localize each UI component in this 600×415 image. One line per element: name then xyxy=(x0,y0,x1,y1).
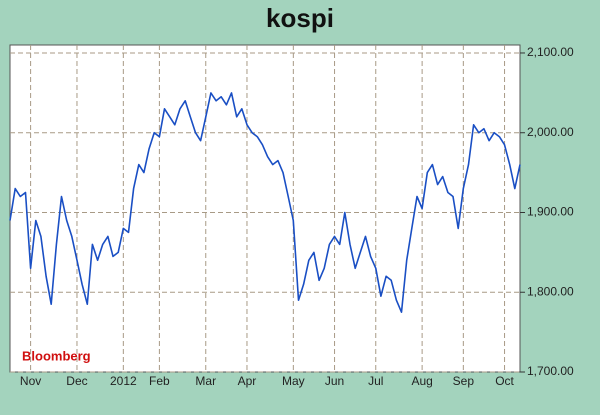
y-tick-label: 2,100.00 xyxy=(527,45,574,59)
source-annotation: Bloomberg xyxy=(22,348,91,363)
x-tick-label: May xyxy=(282,374,305,388)
chart-title: kospi xyxy=(266,3,334,33)
y-tick-label: 1,800.00 xyxy=(527,284,574,298)
x-tick-label: Apr xyxy=(238,374,257,388)
y-tick-label: 2,000.00 xyxy=(527,125,574,139)
x-tick-label: Mar xyxy=(195,374,216,388)
line-series xyxy=(9,92,521,313)
x-tick-label: Feb xyxy=(149,374,170,388)
x-tick-label: Jun xyxy=(325,374,344,388)
x-tick-label: Aug xyxy=(411,374,432,388)
y-tick-label: 1,700.00 xyxy=(527,364,574,378)
plot-area xyxy=(9,44,521,373)
x-tick-label: Jul xyxy=(368,374,383,388)
x-tick-label: Oct xyxy=(495,374,514,388)
x-tick-label: Dec xyxy=(66,374,87,388)
x-tick-label: Sep xyxy=(453,374,475,388)
y-tick-label: 1,900.00 xyxy=(527,205,574,219)
x-tick-label: Nov xyxy=(20,374,41,388)
x-tick-label: 2012 xyxy=(110,374,137,388)
